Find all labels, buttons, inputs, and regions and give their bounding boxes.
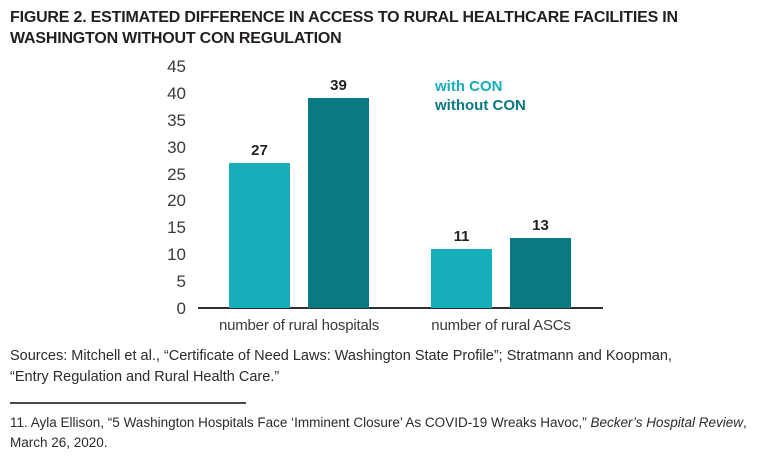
legend-item-with-con: with CON <box>435 78 503 95</box>
legend-item-without-con: without CON <box>435 97 526 114</box>
bar-value-label-with-con-number-of-rural-hospitals: 27 <box>251 141 268 159</box>
footnote-text: 11. Ayla Ellison, “5 Washington Hospital… <box>10 413 760 452</box>
bar-without-con-number-of-rural-hospitals <box>308 98 369 308</box>
bar-value-label-without-con-number-of-rural-ascs: 13 <box>532 217 549 235</box>
chart-legend: with CON without CON <box>435 77 526 115</box>
x-category-label-number-of-rural-hospitals: number of rural hospitals <box>218 317 380 334</box>
x-axis-line <box>198 307 603 309</box>
y-tick-label-0: 0 <box>176 299 186 318</box>
sources-text: Sources: Mitchell et al., “Certificate o… <box>10 348 672 385</box>
y-tick-label-10: 10 <box>167 245 186 265</box>
x-category-label-number-of-rural-ascs: number of rural ASCs <box>431 317 571 334</box>
y-tick-label-15: 15 <box>167 218 186 238</box>
y-tick-label-25: 25 <box>167 164 186 184</box>
y-tick-label-35: 35 <box>167 110 186 130</box>
y-tick-label-30: 30 <box>167 137 186 157</box>
figure-title: FIGURE 2. ESTIMATED DIFFERENCE IN ACCESS… <box>10 9 678 47</box>
y-tick-label-5: 5 <box>176 272 186 292</box>
footnote-journal-title: Becker’s Hospital Review <box>590 415 744 430</box>
footnote-part-after: , March 26, 2020. <box>10 415 747 450</box>
bar-value-label-without-con-number-of-rural-hospitals: 39 <box>330 77 347 95</box>
bar-with-con-number-of-rural-hospitals <box>229 162 290 308</box>
y-tick-label-40: 40 <box>167 83 186 103</box>
bar-value-label-with-con-number-of-rural-ascs: 11 <box>453 227 470 245</box>
bar-with-con-number-of-rural-ascs <box>431 248 492 308</box>
footnote-part-before: 11. Ayla Ellison, “5 Washington Hospital… <box>10 415 591 430</box>
bar-without-con-number-of-rural-ascs <box>510 238 571 308</box>
footnote-divider <box>10 402 246 404</box>
y-tick-label-20: 20 <box>167 191 186 211</box>
y-tick-label-45: 45 <box>167 57 186 76</box>
